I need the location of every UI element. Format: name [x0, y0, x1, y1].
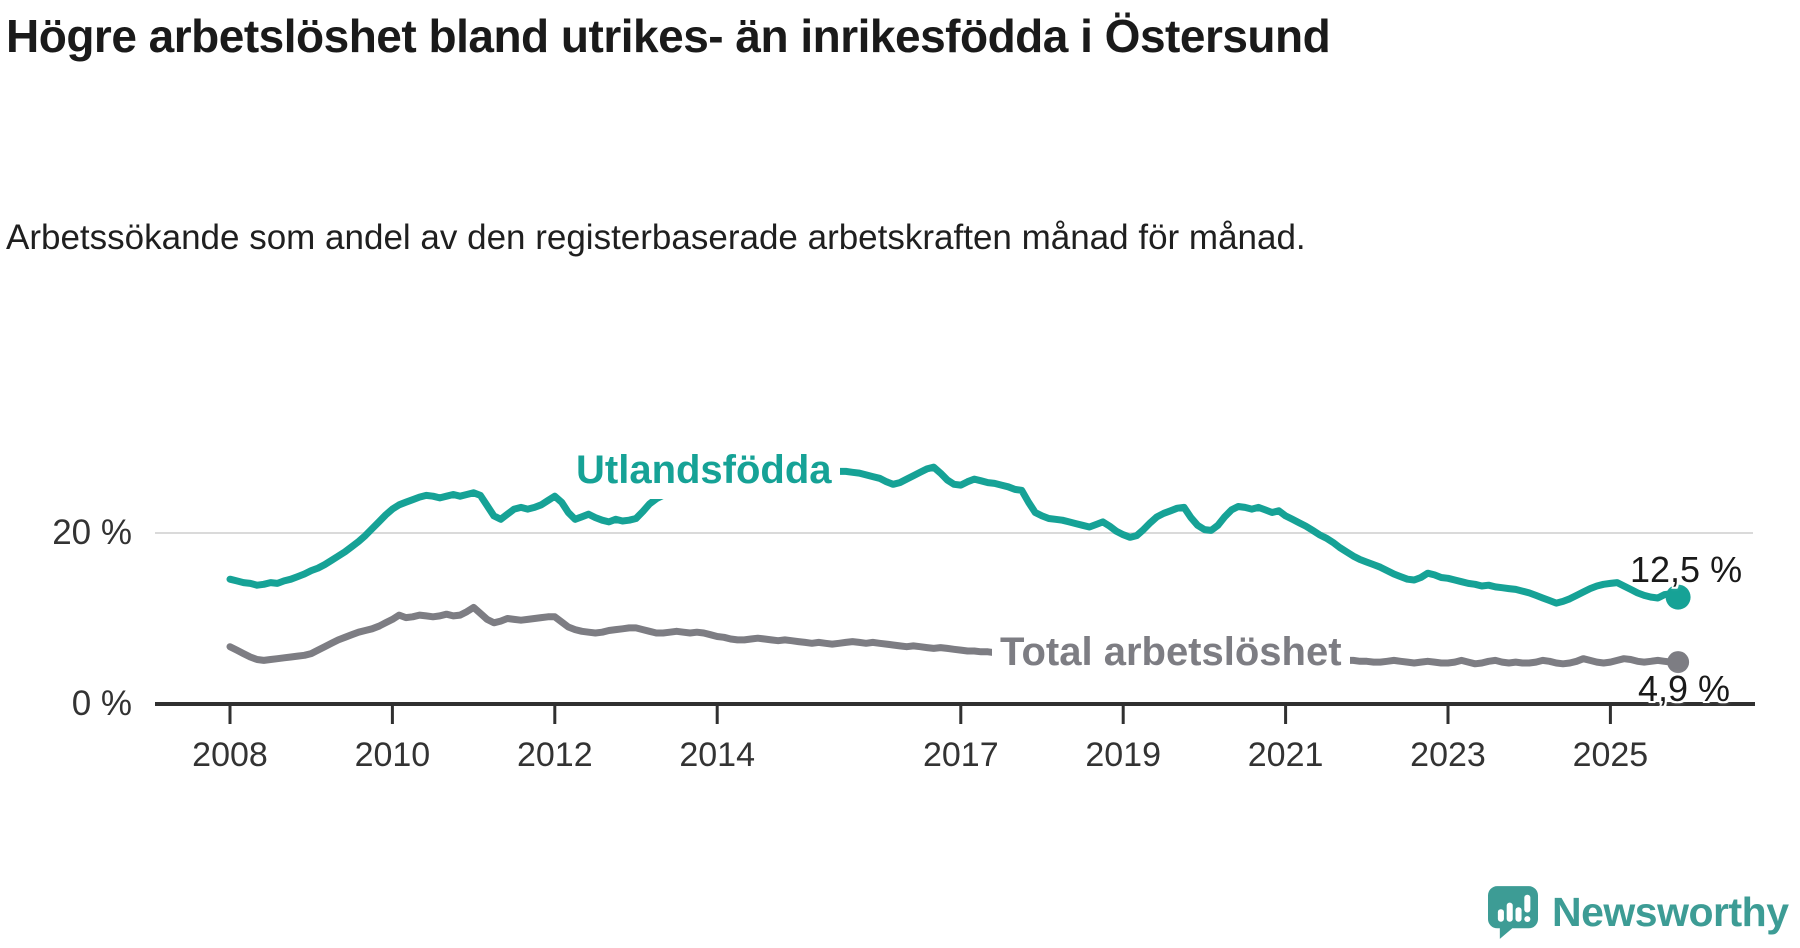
- series-end-dot-total: [1667, 651, 1690, 674]
- x-axis-tick-label-2023: 2023: [1410, 736, 1486, 774]
- x-axis-tick-label-2025: 2025: [1572, 736, 1649, 774]
- x-axis-tick-label-2014: 2014: [679, 736, 755, 774]
- series-end-dot-utlandsfodda: [1665, 584, 1691, 610]
- x-axis-tick-label-2017: 2017: [922, 736, 999, 774]
- series-label-total-arbetsloshet: Total arbetslöshet: [992, 624, 1350, 681]
- x-axis-tick-label-2019: 2019: [1085, 736, 1161, 774]
- end-value-label-total: 4,9 %: [1638, 668, 1731, 709]
- newsworthy-logo-icon: [1488, 886, 1538, 939]
- x-axis-tick-label-2012: 2012: [516, 736, 593, 774]
- series-line-total: [226, 603, 1682, 668]
- newsworthy-branding: Newsworthy: [1488, 886, 1789, 939]
- series-label-utlandsfodda: Utlandsfödda: [568, 442, 840, 499]
- page-title: Högre arbetslöshet bland utrikes- än inr…: [6, 10, 1331, 62]
- chart-subtitle: Arbetssökande som andel av den registerb…: [6, 218, 1306, 257]
- y-axis-tick-label-0: 0 %: [71, 684, 132, 723]
- newsworthy-logo-text: Newsworthy: [1552, 889, 1789, 935]
- x-axis-tick-label-2021: 2021: [1247, 736, 1324, 774]
- y-axis-tick-label-20: 20 %: [52, 513, 132, 552]
- series-line-utlandsfodda: [226, 463, 1682, 607]
- x-axis-tick-label-2010: 2010: [354, 736, 431, 774]
- x-axis-tick-label-2008: 2008: [192, 736, 268, 774]
- end-value-label-utlandsfodda: 12,5 %: [1630, 549, 1743, 590]
